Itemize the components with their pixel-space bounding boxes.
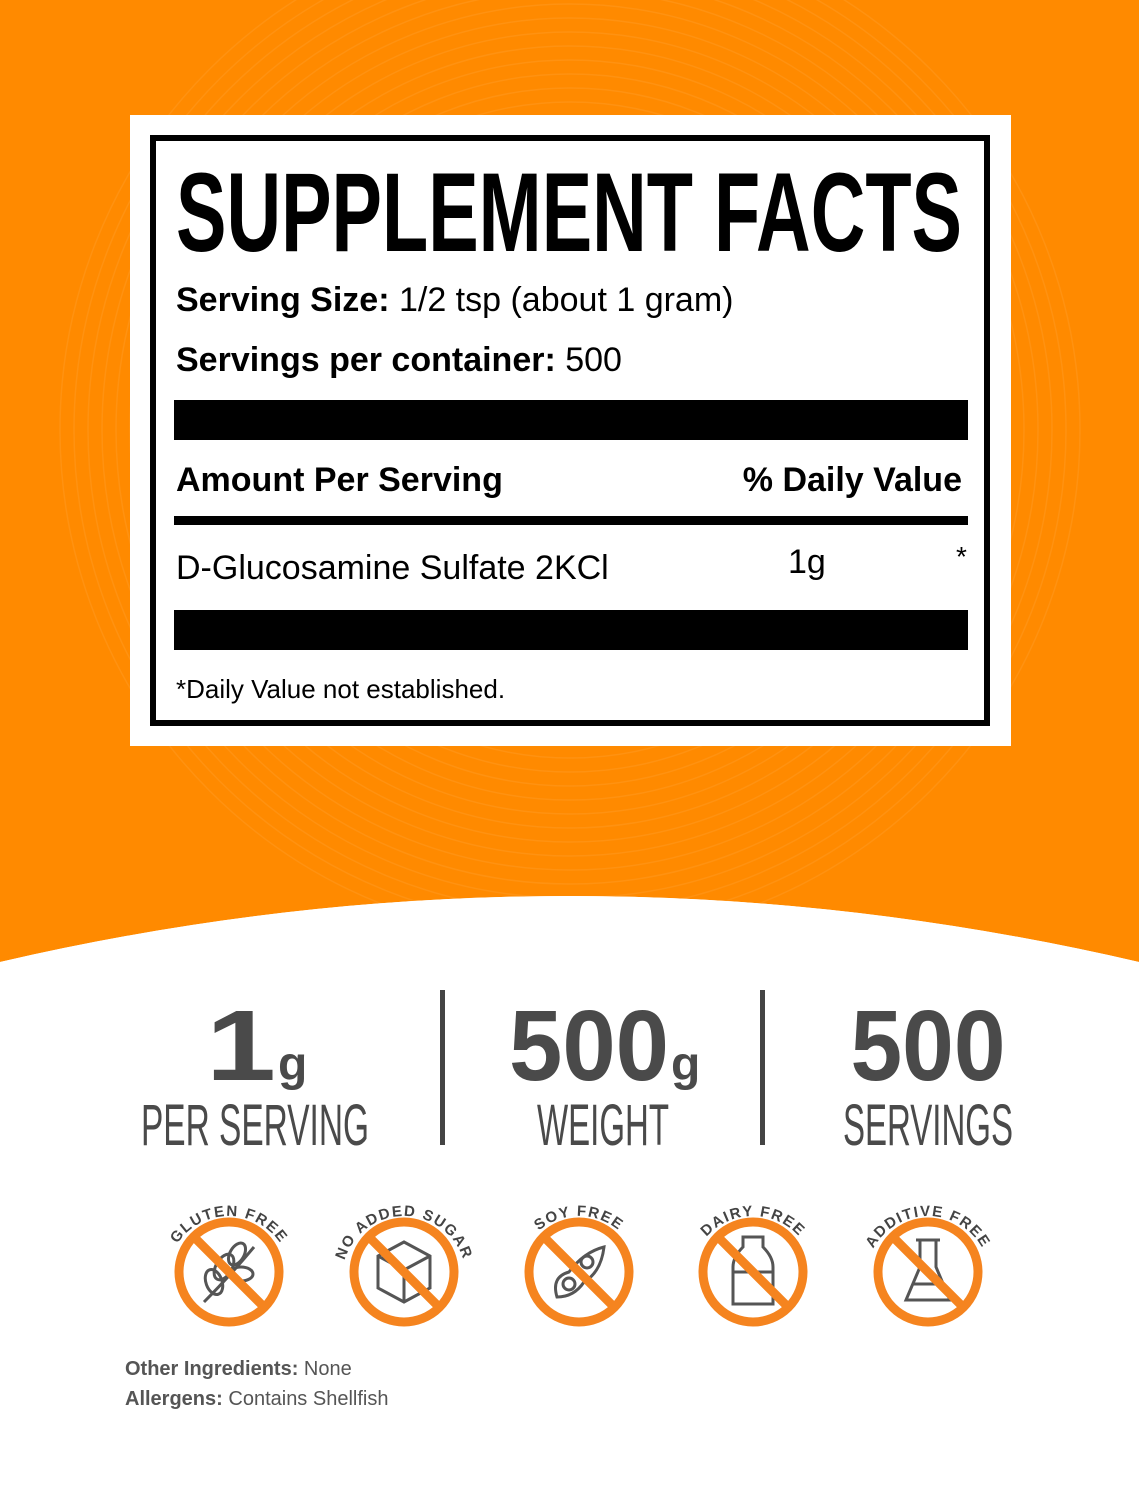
svg-text:SUPPLEMENT FACTS: SUPPLEMENT FACTS — [176, 163, 962, 263]
prohibited-circle-icon — [174, 1217, 284, 1327]
other-ingredients-value: None — [303, 1358, 352, 1380]
footnote: *Daily Value not established. — [176, 674, 506, 704]
stat-label: SERVINGS — [843, 1093, 1013, 1155]
prohibited-circle-icon — [873, 1217, 983, 1327]
servings-value: 500 — [565, 341, 622, 379]
other-ingredients-label: Other Ingredients: — [125, 1358, 299, 1380]
ingredient-name: D-Glucosamine Sulfate 2KCl — [176, 549, 609, 587]
stat-1: 500 g WEIGHT — [473, 990, 733, 1160]
stat-0: 1 g PER SERVING — [125, 990, 385, 1160]
serving-size-label: Serving Size: — [176, 281, 390, 319]
prohibited-circle-icon — [349, 1217, 459, 1327]
thick-divider — [174, 400, 968, 440]
supplement-facts-panel: SUPPLEMENT FACTS Serving Size: 1/2 tsp (… — [130, 115, 1011, 746]
allergens-value: Contains Shellfish — [228, 1388, 389, 1410]
prohibited-slash-icon — [365, 1233, 443, 1311]
servings-label: Servings per container: — [176, 341, 556, 379]
badge-soy-free: SOY FREE — [524, 1203, 634, 1327]
prohibited-slash-icon — [889, 1233, 967, 1311]
other-ingredients: Other Ingredients: None — [125, 1358, 352, 1381]
servings-per-container: Servings per container: 500 — [176, 341, 622, 380]
thick-divider-bottom — [174, 610, 968, 650]
serving-size-value: 1/2 tsp (about 1 gram) — [398, 281, 734, 319]
serving-size: Serving Size: 1/2 tsp (about 1 gram) — [176, 281, 733, 320]
facts-title: SUPPLEMENT FACTS — [176, 163, 962, 263]
divider — [174, 516, 968, 525]
stat-unit: g — [671, 1038, 700, 1091]
prohibited-circle-icon — [524, 1217, 634, 1327]
soybean-icon — [554, 1245, 606, 1299]
badge-gluten-free: GLUTEN FREE — [167, 1203, 290, 1327]
stat-label: PER SERVING — [141, 1093, 369, 1155]
background-ring — [115, 0, 1025, 885]
stat-unit: g — [278, 1038, 307, 1091]
daily-value-header: % Daily Value — [742, 461, 962, 499]
prohibited-slash-icon — [714, 1233, 792, 1311]
prohibited-slash-icon — [540, 1233, 618, 1311]
stat-value: 1 — [206, 995, 276, 1102]
badge-additive-free: ADDITIVE FREE — [862, 1203, 992, 1327]
stat-divider — [440, 990, 445, 1145]
stat-2: 500 SERVINGS — [798, 990, 1058, 1160]
allergens: Allergens: Contains Shellfish — [125, 1388, 388, 1411]
prohibited-slash-icon — [190, 1233, 268, 1311]
stat-value: 500 — [509, 995, 669, 1102]
ingredient-dv: * — [956, 541, 967, 572]
ingredient-amount: 1g — [788, 543, 826, 581]
badge-dairy-free: DAIRY FREE — [697, 1203, 808, 1327]
stat-divider — [760, 990, 765, 1145]
stat-value: 500 — [851, 995, 1006, 1102]
amount-header: Amount Per Serving — [176, 461, 503, 499]
supplement-facts-box: SUPPLEMENT FACTS Serving Size: 1/2 tsp (… — [150, 135, 990, 726]
badge-no-added-sugar: NO ADDED SUGAR — [332, 1203, 474, 1327]
allergens-label: Allergens: — [125, 1388, 223, 1410]
stat-label: WEIGHT — [537, 1093, 669, 1155]
prohibited-circle-icon — [698, 1217, 808, 1327]
